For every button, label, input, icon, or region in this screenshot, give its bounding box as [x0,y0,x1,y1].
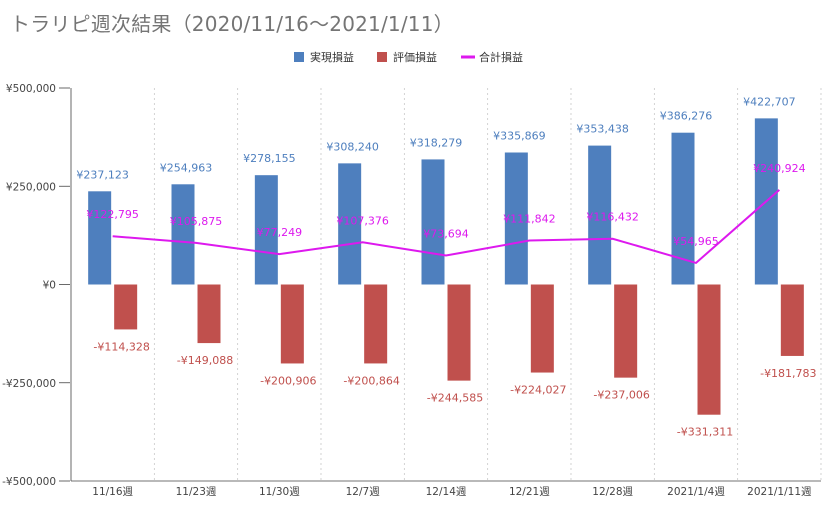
data-label-realized: ¥422,707 [743,95,796,108]
x-tick-label: 11/30週 [259,486,300,498]
bar-realized [421,159,445,285]
data-label-realized: ¥386,276 [660,110,713,123]
bar-unrealized [280,284,304,364]
data-label-realized: ¥318,279 [410,136,463,149]
bar-unrealized [530,284,554,373]
y-tick-label: ¥500,000 [6,83,56,95]
data-label-realized: ¥335,869 [493,130,546,143]
data-label-total: ¥105,875 [170,215,223,228]
data-label-unrealized: -¥114,328 [93,340,149,353]
x-tick-label: 12/14週 [426,486,467,498]
data-label-total: ¥116,432 [586,211,639,224]
bar-realized [254,175,278,285]
x-tick-label: 2021/1/4週 [667,486,725,498]
x-tick-label: 2021/1/11週 [747,486,812,498]
legend-label-3: 合計損益 [479,50,523,64]
data-label-total: ¥107,376 [336,214,389,227]
data-label-unrealized: -¥224,027 [510,384,566,397]
legend-label-1: 実現損益 [310,50,354,64]
y-tick-label: -¥250,000 [2,378,56,390]
data-label-unrealized: -¥181,783 [760,367,816,380]
data-label-unrealized: -¥237,006 [593,389,649,402]
chart-title: トラリピ週次結果（2020/11/16～2021/1/11） [10,12,454,36]
data-label-realized: ¥237,123 [76,168,129,181]
bar-realized [171,184,195,285]
data-label-unrealized: -¥200,906 [260,374,316,387]
data-label-total: ¥54,965 [673,235,719,248]
data-label-total: ¥77,249 [257,226,303,239]
bar-unrealized [697,284,721,415]
data-label-unrealized: -¥200,864 [343,374,399,387]
bar-realized [671,132,695,285]
data-label-unrealized: -¥149,088 [177,354,233,367]
data-label-realized: ¥353,438 [576,123,629,136]
line-total [112,189,780,265]
bar-unrealized [197,284,221,344]
data-label-realized: ¥254,963 [160,161,213,174]
legend-swatch-2 [377,52,387,62]
x-tick-label: 12/21週 [509,486,550,498]
data-label-total: ¥73,694 [423,228,469,241]
bar-realized [588,145,612,285]
x-tick-label: 12/28週 [592,486,633,498]
bar-realized [88,191,112,285]
data-label-total: ¥111,842 [503,213,556,226]
x-tick-label: 11/16週 [92,486,133,498]
bar-realized [338,163,362,285]
bar-unrealized [447,284,471,381]
legend-swatch-1 [294,52,304,62]
data-label-total: ¥122,795 [86,208,139,221]
x-tick-label: 12/7週 [346,486,381,498]
legend-swatch-3 [461,55,475,59]
legend-label-2: 評価損益 [393,50,437,64]
y-tick-label: -¥500,000 [2,476,56,488]
bar-unrealized [114,284,138,330]
data-label-unrealized: -¥331,311 [677,426,733,439]
bar-realized [504,152,528,285]
bar-unrealized [364,284,388,364]
data-label-unrealized: -¥244,585 [427,392,483,405]
y-tick-label: ¥250,000 [6,181,56,193]
data-label-realized: ¥308,240 [326,140,379,153]
bar-unrealized [780,284,804,356]
data-label-total: ¥240,924 [753,162,806,175]
bar-unrealized [614,284,638,378]
y-tick-label: ¥0 [43,280,56,292]
data-label-realized: ¥278,155 [243,152,296,165]
x-tick-label: 11/23週 [176,486,217,498]
